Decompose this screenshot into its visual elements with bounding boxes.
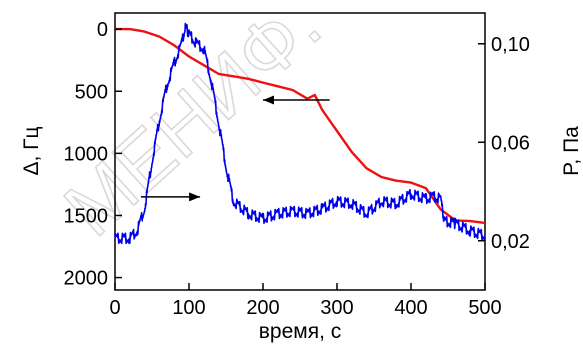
annotation-layer	[140, 95, 330, 202]
y-left-tick-label: 0	[97, 19, 108, 41]
x-tick-label: 300	[320, 297, 353, 319]
y-left-tick-label: 1000	[64, 143, 109, 165]
y-left-tick-label: 500	[75, 81, 108, 103]
series-line-2	[114, 22, 486, 245]
x-tick-label: 0	[109, 297, 120, 319]
y-left-axis-title: Δ, Гц	[20, 126, 43, 175]
x-tick-label: 200	[246, 297, 279, 319]
y-right-tick-label: 0,06	[491, 132, 530, 154]
plot-frame	[114, 12, 486, 291]
series-layer	[114, 22, 486, 245]
y-right-axis-title: P, Па	[560, 126, 583, 176]
x-tick-label: 400	[394, 297, 427, 319]
y-right-tick-label: 0,10	[491, 34, 530, 56]
x-tick-label: 100	[172, 297, 205, 319]
y-left-tick-label: 1500	[64, 205, 109, 227]
axes-layer: 0 100 200 300 400 500 0 500 1000 1500 2000 0,10 0,06…	[64, 19, 530, 319]
x-tick-label: 500	[468, 297, 501, 319]
arrow-head	[263, 95, 274, 105]
y-left-tick-label: 2000	[64, 268, 109, 290]
x-axis-title: время, с	[259, 320, 342, 343]
y-right-tick-label: 0,02	[491, 231, 530, 253]
arrow-head	[189, 192, 201, 202]
